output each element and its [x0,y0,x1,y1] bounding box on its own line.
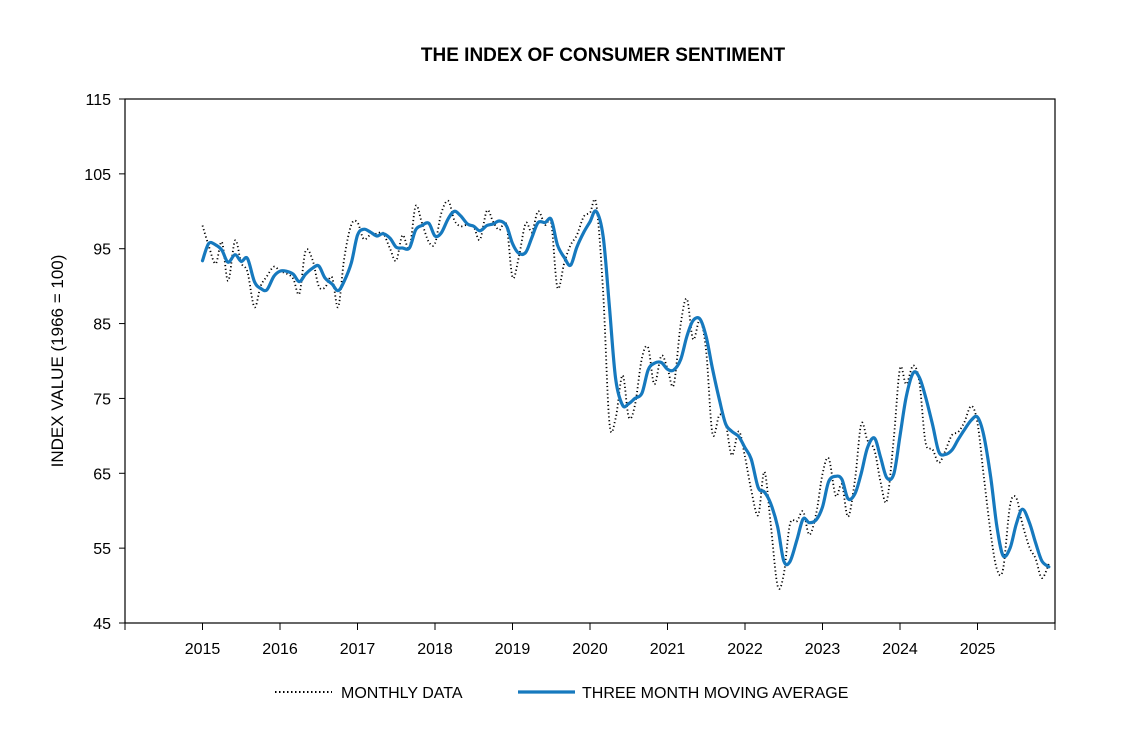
y-tick-label: 105 [84,167,111,184]
x-tick-label: 2016 [262,641,298,658]
x-tick-label: 2022 [727,641,763,658]
y-tick-label: 55 [93,541,111,558]
legend-label-monthly-data: MONTHLY DATA [341,685,463,702]
series-layer [200,198,1051,590]
y-tick-label: 115 [85,92,111,109]
x-tick-label: 2017 [340,641,376,658]
y-axis: 45 55 65 75 85 95 105 115 [84,92,125,633]
x-tick-label: 2025 [960,641,996,658]
chart-title: THE INDEX OF CONSUMER SENTIMENT [421,45,786,66]
x-tick-label: 2021 [650,641,686,658]
y-tick-label: 65 [93,466,111,483]
x-axis: 2015 2016 2017 2018 2019 2020 2021 2022 2023 2024… [124,623,1056,658]
x-tick-label: 2023 [805,641,841,658]
series-line-moving-average [200,209,1051,569]
y-tick-label: 95 [93,242,111,259]
x-tick-label: 2020 [572,641,608,658]
legend: MONTHLY DATA THREE MONTH MOVING AVERAGE [275,685,848,702]
legend-label-moving-average: THREE MONTH MOVING AVERAGE [582,685,848,702]
y-axis-title: INDEX VALUE (1966 = 100) [48,255,67,468]
x-tick-label: 2015 [185,641,221,658]
plot-area-frame [124,98,1056,624]
y-tick-label: 85 [93,317,111,334]
x-tick-label: 2019 [495,641,531,658]
y-tick-label: 75 [93,391,111,408]
x-tick-label: 2024 [882,641,918,658]
series-line-monthly-data [201,198,1050,590]
y-tick-label: 45 [93,616,111,633]
x-tick-label: 2018 [417,641,453,658]
